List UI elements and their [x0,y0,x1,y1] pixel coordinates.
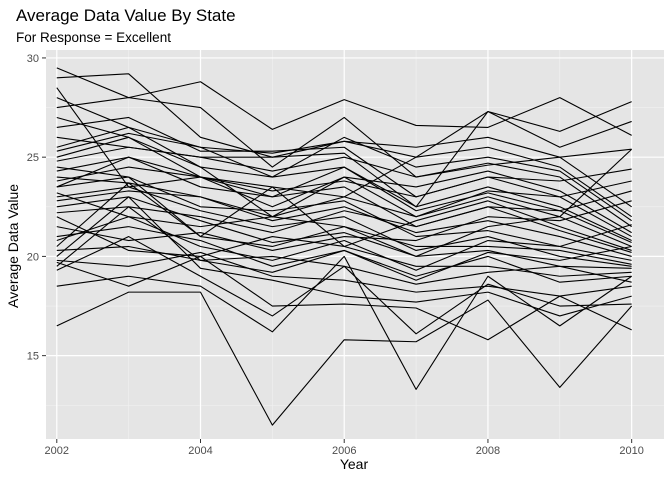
series-line [56,116,632,238]
series-line [56,97,632,228]
x-tick-label: 2008 [476,445,500,457]
y-tick-label: 15 [27,351,39,363]
series-line [56,116,632,234]
series-line [56,156,632,253]
y-tick-label: 30 [27,53,39,65]
y-axis: 15 20 25 30 [27,53,46,363]
series-line [56,176,632,257]
series-line [56,255,632,390]
x-axis-title: Year [340,456,369,472]
series-line [56,67,632,136]
series-line [56,146,632,178]
chart-subtitle: For Response = Excellent [16,30,171,45]
x-tick-label: 2006 [332,445,356,457]
series-line [56,186,632,267]
x-axis: 2002 2004 2006 2008 2010 [45,439,644,457]
series-line [56,176,632,261]
series-line [56,245,632,285]
chart-title: Average Data Value By State [16,6,236,25]
y-tick-label: 25 [27,152,39,164]
series-line [56,196,632,269]
series-line [56,206,632,281]
series-line [56,216,632,271]
series-line [56,97,632,222]
series-lines [56,67,633,426]
series-line [56,166,632,198]
x-tick-label: 2002 [45,445,69,457]
series-line [56,166,632,251]
series-line [56,148,633,257]
major-gridlines [46,50,664,439]
series-line [56,291,633,426]
series-line [56,255,632,341]
series-line [56,180,632,218]
y-tick-label: 20 [27,251,39,263]
series-line [56,101,632,158]
series-line [56,251,632,297]
x-tick-label: 2004 [188,445,212,457]
series-line [56,110,632,208]
y-axis-title: Average Data Value [5,184,21,308]
series-line [56,190,632,234]
x-tick-label: 2010 [619,445,643,457]
series-line [56,196,632,317]
series-line [56,200,632,251]
